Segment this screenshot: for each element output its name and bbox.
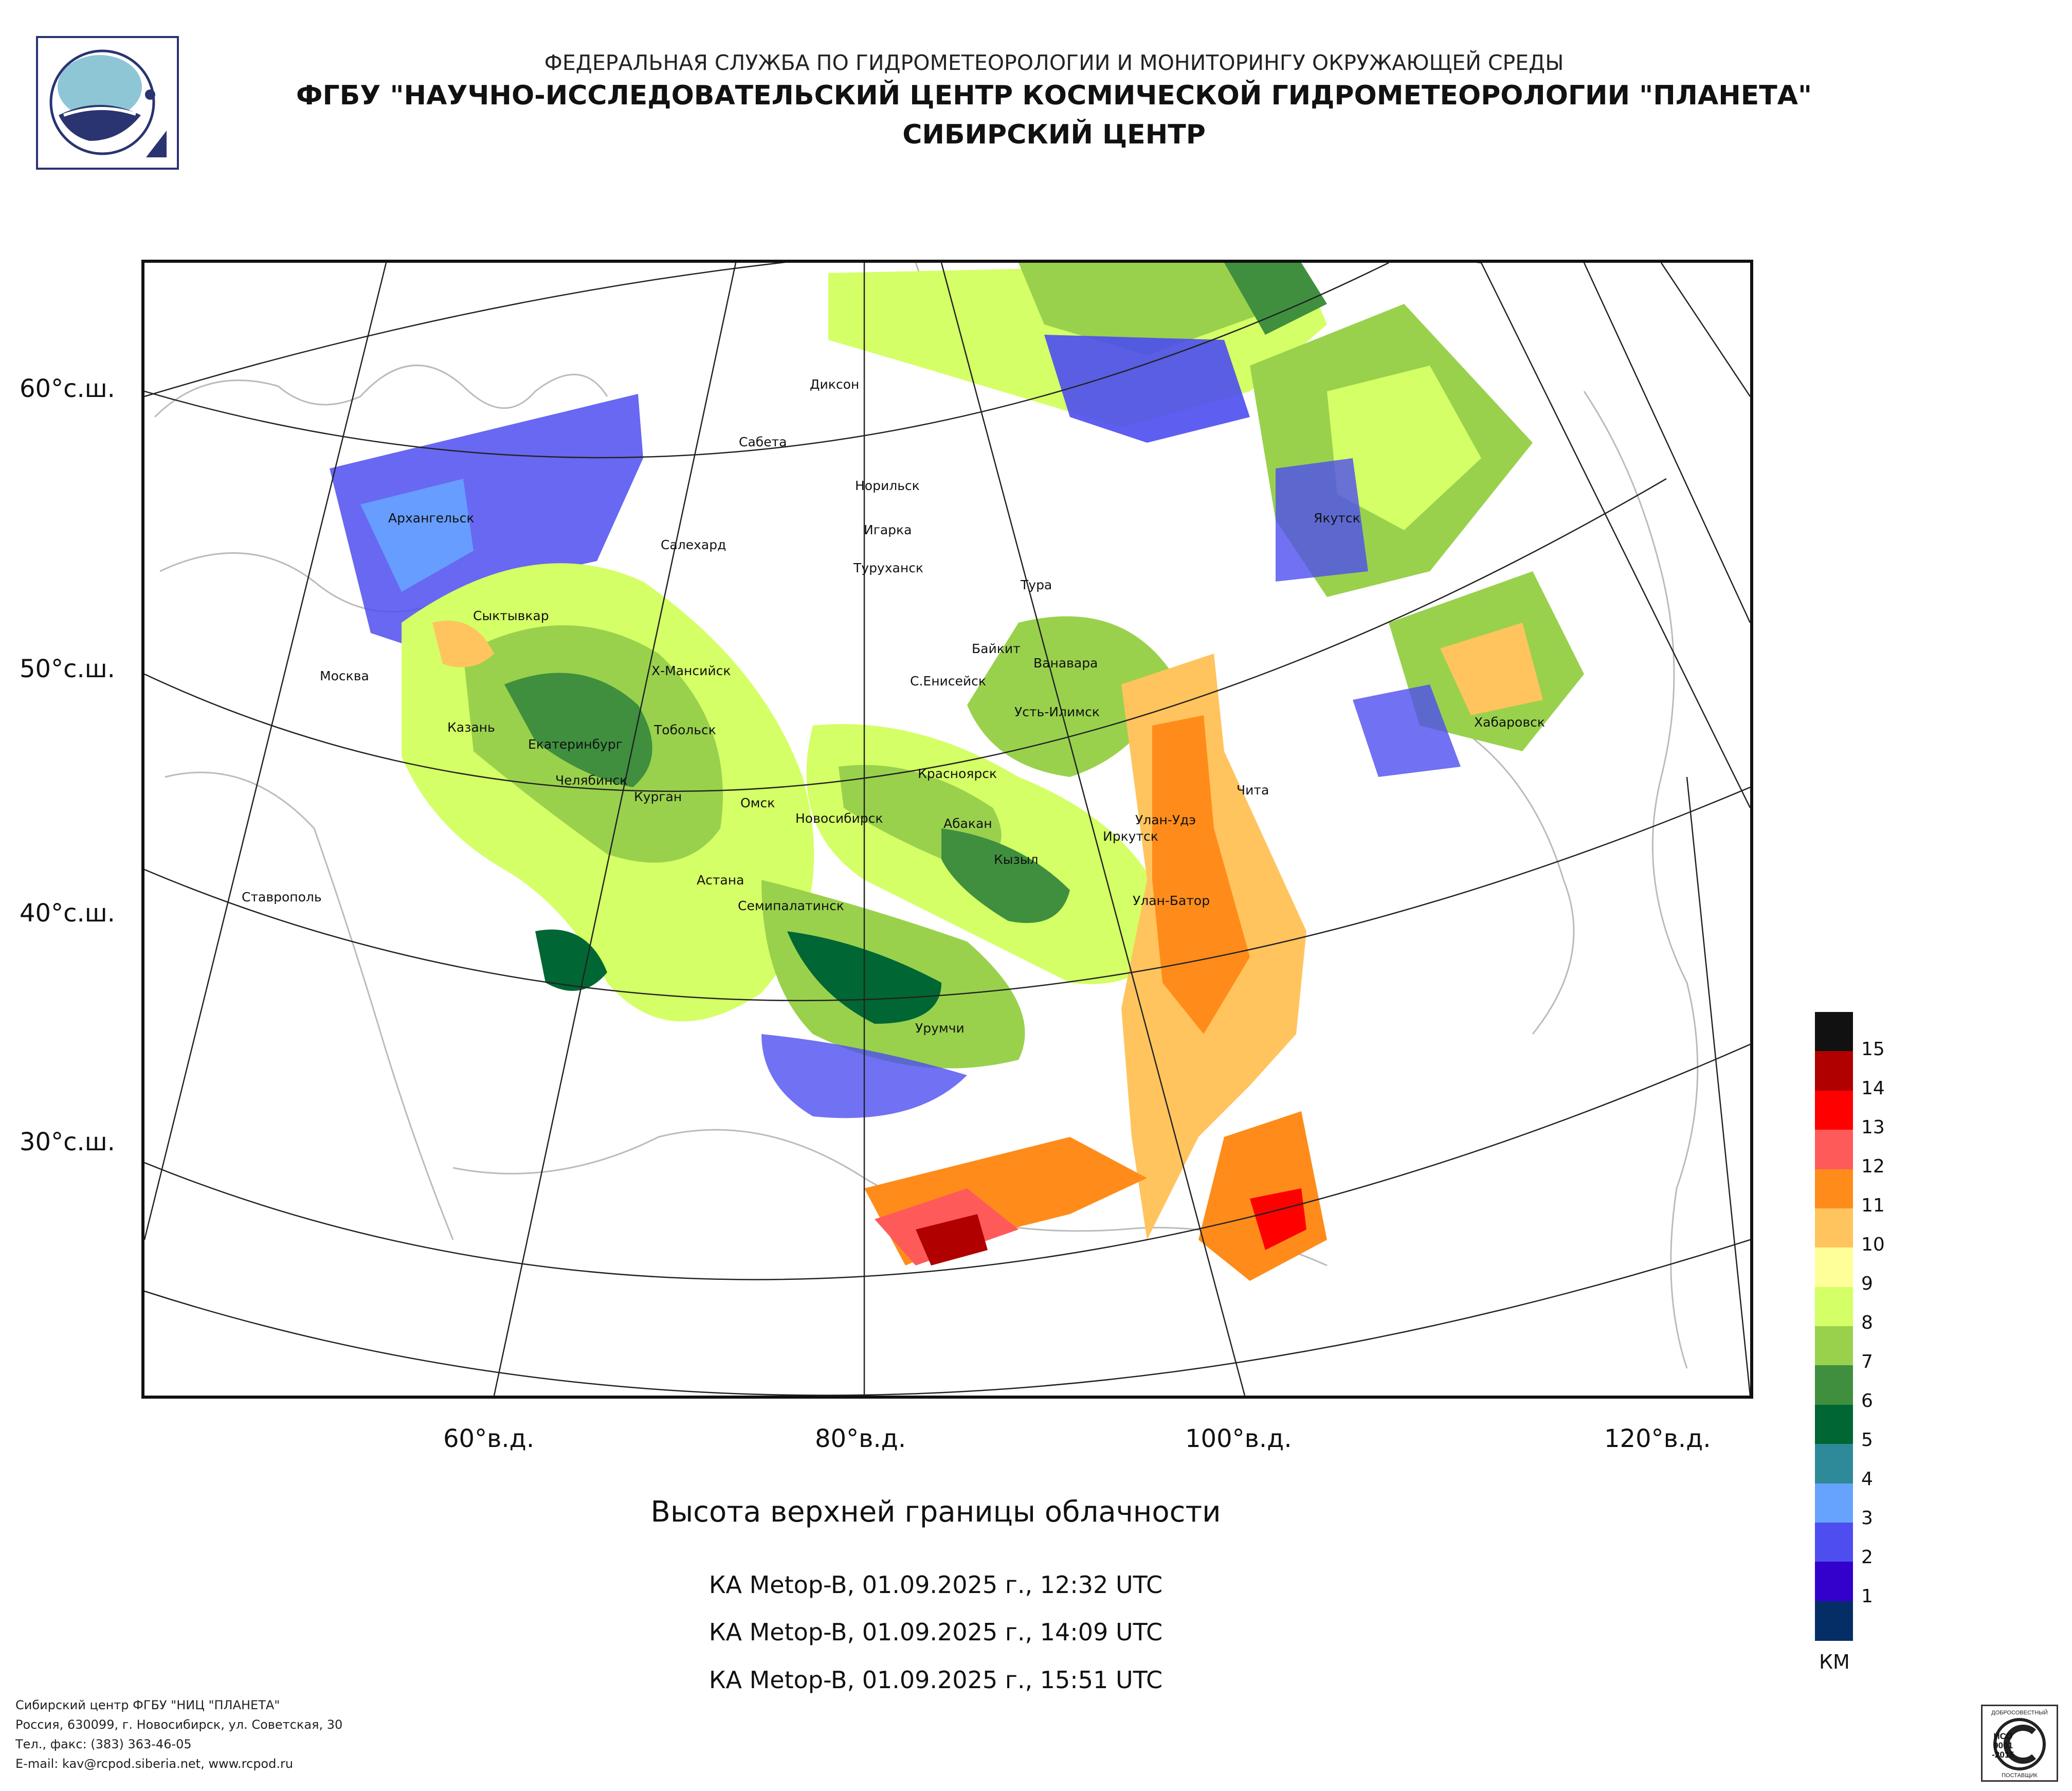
city-ulan-bator: Улан-Батор xyxy=(1133,893,1210,908)
lat-label-50: 50°с.ш. xyxy=(20,655,115,683)
map-title: Высота верхней границы облачности xyxy=(650,1495,1221,1529)
city-ust-ilimsk: Усть-Илимск xyxy=(1014,704,1100,719)
legend-swatch xyxy=(1815,1522,1853,1562)
legend-label-12: 12 xyxy=(1861,1156,1885,1177)
city-norilsk: Норильск xyxy=(855,478,920,493)
city-abakan: Абакан xyxy=(943,816,992,831)
institute-name: ФГБУ "НАУЧНО-ИССЛЕДОВАТЕЛЬСКИЙ ЦЕНТР КОС… xyxy=(296,80,1812,111)
city-syktyvkar: Сыктывкар xyxy=(473,608,549,623)
city-tobolsk: Тобольск xyxy=(654,722,716,737)
legend-label-8: 8 xyxy=(1861,1312,1873,1333)
cert-top-text: ДОБРОСОВЕСТНЫЙ xyxy=(1991,1709,2048,1716)
legend-swatch xyxy=(1815,1562,1853,1602)
legend-label-10: 10 xyxy=(1861,1234,1885,1255)
legend-label-4: 4 xyxy=(1861,1469,1873,1490)
legend-label-15: 15 xyxy=(1861,1039,1885,1060)
cert-9001: 9001 xyxy=(1993,1741,2013,1750)
city-semipalatinsk: Семипалатинск xyxy=(738,898,844,913)
height-legend xyxy=(1815,1012,1853,1641)
city-s-yeniseysk: С.Енисейск xyxy=(910,674,987,689)
city-chelyabinsk: Челябинск xyxy=(555,773,628,788)
agency-name: ФЕДЕРАЛЬНАЯ СЛУЖБА ПО ГИДРОМЕТЕОРОЛОГИИ … xyxy=(544,50,1564,75)
legend-label-9: 9 xyxy=(1861,1273,1873,1294)
legend-swatch xyxy=(1815,1051,1853,1091)
cloud-patches xyxy=(330,263,1584,1281)
legend-swatch xyxy=(1815,1169,1853,1209)
city-khabarovsk: Хабаровск xyxy=(1474,715,1545,730)
lat-label-60: 60°с.ш. xyxy=(20,374,115,403)
city-krasnoyarsk: Красноярск xyxy=(918,766,997,781)
legend-swatch xyxy=(1815,1287,1853,1327)
footer-address: Россия, 630099, г. Новосибирск, ул. Сове… xyxy=(15,1717,343,1732)
legend-unit: КМ xyxy=(1819,1651,1850,1673)
city-astana: Астана xyxy=(697,873,744,888)
legend-swatch xyxy=(1815,1444,1853,1484)
city-irkutsk: Иркутск xyxy=(1103,829,1158,844)
legend-swatch xyxy=(1815,1326,1853,1366)
legend-swatch xyxy=(1815,1208,1853,1248)
city-moscow: Москва xyxy=(320,668,369,683)
city-turukhansk: Туруханск xyxy=(853,560,924,575)
legend-swatch xyxy=(1815,1247,1853,1288)
legend-swatch xyxy=(1815,1365,1853,1405)
city-omsk: Омск xyxy=(740,795,775,810)
lat-label-40: 40°с.ш. xyxy=(20,899,115,928)
city-stavropol: Ставрополь xyxy=(242,890,322,904)
satellite-pass-2: КА Metop-B, 01.09.2025 г., 14:09 UTC xyxy=(708,1618,1163,1646)
city-dikson: Диксон xyxy=(810,377,860,392)
city-chita: Чита xyxy=(1237,783,1269,798)
center-name: СИБИРСКИЙ ЦЕНТР xyxy=(902,119,1206,150)
legend-swatch xyxy=(1815,1130,1853,1170)
city-kurgan: Курган xyxy=(634,789,682,804)
city-novosibirsk: Новосибирск xyxy=(795,811,883,826)
legend-label-1: 1 xyxy=(1861,1586,1873,1607)
city-tura: Тура xyxy=(1021,577,1052,592)
legend-label-7: 7 xyxy=(1861,1351,1873,1372)
city-kazan: Казань xyxy=(447,720,495,735)
city-urumqi: Урумчи xyxy=(915,1021,965,1036)
planeta-logo xyxy=(36,36,179,170)
footer-org: Сибирский центр ФГБУ "НИЦ "ПЛАНЕТА" xyxy=(15,1698,280,1712)
lon-label-60: 60°в.д. xyxy=(443,1424,535,1453)
legend-swatch xyxy=(1815,1090,1853,1130)
cert-2015: -2015 xyxy=(1992,1750,2014,1760)
cloud-top-height-map xyxy=(141,260,1753,1399)
lon-label-100: 100°в.д. xyxy=(1185,1424,1292,1453)
city-kyzyl: Кызыл xyxy=(994,852,1039,867)
city-yekaterinburg: Екатеринбург xyxy=(528,737,623,752)
footer-email: E-mail: kav@rcpod.siberia.net, www.rcpod… xyxy=(15,1757,294,1771)
city-baykit: Байкит xyxy=(972,641,1021,656)
city-ulan-ude: Улан-Удэ xyxy=(1135,812,1196,827)
lon-label-80: 80°в.д. xyxy=(815,1424,906,1453)
legend-swatch xyxy=(1815,1012,1853,1052)
city-sabeta: Сабета xyxy=(739,435,787,449)
legend-label-3: 3 xyxy=(1861,1508,1873,1529)
graticule xyxy=(144,263,1750,1396)
city-salekhard: Салехард xyxy=(661,537,726,552)
city-yakutsk: Якутск xyxy=(1314,511,1360,526)
legend-swatch xyxy=(1815,1404,1853,1444)
legend-label-13: 13 xyxy=(1861,1117,1885,1138)
legend-label-14: 14 xyxy=(1861,1078,1885,1099)
contact-footer: Сибирский центр ФГБУ "НИЦ "ПЛАНЕТА" Росс… xyxy=(15,1695,342,1774)
lat-label-30: 30°с.ш. xyxy=(20,1128,115,1156)
city-igarka: Игарка xyxy=(864,522,912,537)
cert-iso: ИСО xyxy=(1993,1731,2012,1741)
city-khanty-mansiysk: Х-Мансийск xyxy=(651,663,731,678)
footer-phone: Тел., факс: (383) 363-46-05 xyxy=(15,1737,192,1751)
city-arkhangelsk: Архангельск xyxy=(388,511,475,526)
legend-label-5: 5 xyxy=(1861,1430,1873,1451)
legend-swatch xyxy=(1815,1483,1853,1523)
satellite-pass-1: КА Metop-B, 01.09.2025 г., 12:32 UTC xyxy=(708,1571,1163,1599)
legend-label-6: 6 xyxy=(1861,1390,1873,1412)
legend-label-11: 11 xyxy=(1861,1195,1885,1216)
legend-label-2: 2 xyxy=(1861,1547,1873,1568)
cert-bottom-text: ПОСТАВЩИК xyxy=(2002,1772,2038,1779)
satellite-pass-3: КА Metop-B, 01.09.2025 г., 15:51 UTC xyxy=(708,1666,1163,1694)
city-vanavara: Ванавара xyxy=(1033,656,1098,671)
legend-swatch xyxy=(1815,1601,1853,1641)
iso-certificate-badge: ДОБРОСОВЕСТНЫЙ ИСО 9001 -2015 ПОСТАВЩИК xyxy=(1981,1705,2058,1782)
lon-label-120: 120°в.д. xyxy=(1604,1424,1711,1453)
